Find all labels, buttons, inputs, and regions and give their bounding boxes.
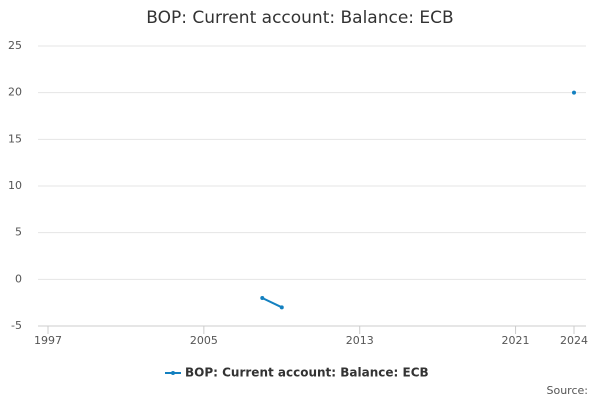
point (279, 305, 284, 310)
y-tick-label: 0 (15, 272, 22, 285)
legend-label: BOP: Current account: Balance: ECB (185, 366, 429, 380)
y-tick-label: -5 (11, 319, 22, 332)
x-tick-label: 1997 (34, 334, 62, 347)
x-tick-label: 2021 (502, 334, 530, 347)
x-tick-label: 2024 (560, 334, 588, 347)
y-tick-label: 5 (15, 226, 22, 239)
point (572, 90, 576, 95)
y-tick-label: 15 (8, 132, 22, 145)
chart-title: BOP: Current account: Balance: ECB (146, 8, 453, 28)
x-tick-label: 2013 (346, 334, 374, 347)
legend-swatch-dot (171, 371, 175, 375)
line (261, 297, 283, 309)
y-tick-label: 20 (8, 86, 22, 99)
source: Source: (547, 384, 589, 397)
point (260, 296, 265, 300)
y-tick-label: 25 (8, 39, 22, 52)
y-tick-label: 10 (8, 179, 22, 192)
x-tick-label: 2005 (190, 334, 218, 347)
